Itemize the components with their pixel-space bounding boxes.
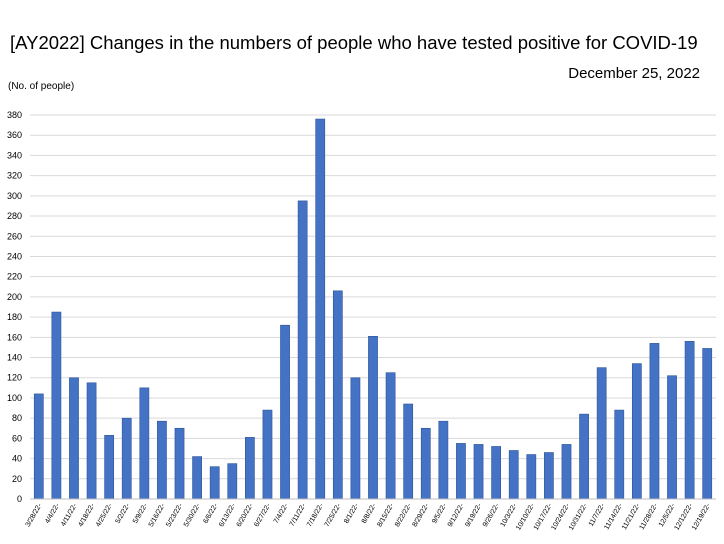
y-tick-label: 60 — [12, 433, 22, 443]
y-tick-label: 20 — [12, 474, 22, 484]
x-axis-ticks: 3/28/22- 4/4/22-4/11/22-4/18/22-4/25/22- 5… — [25, 502, 713, 532]
bar — [192, 456, 202, 500]
x-tick-label: 12/5/22- — [658, 502, 677, 528]
bar — [51, 311, 62, 500]
bar — [702, 348, 713, 500]
bar — [526, 454, 537, 500]
x-tick-label: 9/5/22- — [431, 502, 448, 525]
bar — [403, 403, 414, 500]
x-tick-label: 10/3/22- — [500, 502, 519, 528]
x-tick-label: 9/12/22- — [447, 502, 466, 528]
bar — [596, 367, 607, 500]
y-tick-label: 180 — [7, 312, 22, 322]
bar — [157, 420, 167, 500]
bar — [104, 435, 115, 500]
y-tick-label: 80 — [12, 413, 22, 423]
x-tick-label: 11/28/22- — [639, 502, 660, 531]
chart-title: [AY2022] Changes in the numbers of peopl… — [10, 32, 698, 53]
bar — [297, 200, 308, 500]
x-tick-label: 4/11/22- — [60, 502, 79, 528]
bar — [350, 377, 361, 500]
bar — [385, 372, 396, 500]
bar — [438, 420, 449, 500]
y-tick-label: 100 — [7, 393, 22, 403]
bar — [86, 382, 97, 500]
bar — [121, 417, 132, 500]
x-tick-label: 9/19/22- — [464, 502, 483, 528]
x-tick-label: 8/29/22- — [412, 502, 431, 528]
x-tick-label: 8/15/22- — [376, 502, 395, 528]
bar — [368, 336, 378, 500]
bar — [667, 375, 677, 500]
y-tick-label: 240 — [7, 251, 22, 261]
x-tick-label: 5/23/22- — [165, 502, 184, 528]
bar — [491, 446, 502, 500]
bar — [280, 324, 290, 500]
x-tick-label: 5/16/22- — [148, 502, 167, 528]
y-tick-label: 120 — [7, 373, 22, 383]
x-tick-label: 8/8/22- — [361, 502, 378, 525]
bar — [209, 466, 220, 500]
x-tick-label: 5/9/22- — [132, 502, 149, 525]
bar — [561, 444, 572, 500]
bar — [174, 427, 185, 500]
bar — [614, 409, 625, 500]
x-tick-label: 8/22/22- — [394, 502, 413, 528]
x-tick-label: 6/6/22- — [202, 502, 219, 525]
x-tick-label: 5/2/22- — [115, 502, 132, 525]
x-tick-label: 3/28/22- — [25, 502, 44, 528]
x-tick-label: 10/31/22- — [568, 502, 589, 532]
x-tick-label: 6/20/22- — [236, 502, 255, 528]
x-tick-label: 7/11/22- — [289, 502, 308, 528]
y-tick-label: 260 — [7, 231, 22, 241]
bar — [649, 343, 660, 500]
y-tick-label: 220 — [7, 272, 22, 282]
x-tick-label: 12/19/22- — [691, 502, 712, 532]
bar — [262, 409, 273, 500]
bar — [684, 341, 695, 500]
x-tick-label: 5/30/22- — [183, 502, 202, 528]
x-tick-label: 4/25/22- — [95, 502, 114, 528]
x-tick-label: 8/1/22- — [343, 502, 360, 525]
bar — [332, 290, 343, 500]
y-tick-label: 0 — [17, 494, 22, 504]
x-tick-label: 11/7/22- — [588, 502, 607, 528]
x-tick-label: 6/13/22- — [218, 502, 237, 528]
bar — [473, 444, 484, 500]
x-tick-label: 7/18/22- — [306, 502, 325, 528]
y-axis-label: (No. of people) — [8, 81, 74, 92]
bar — [227, 463, 238, 500]
y-tick-label: 200 — [7, 292, 22, 302]
bar — [69, 377, 79, 500]
y-tick-label: 380 — [7, 110, 22, 120]
y-tick-label: 360 — [7, 130, 22, 140]
x-tick-label: 7/4/22- — [273, 502, 290, 525]
bar — [579, 413, 589, 500]
y-tick-label: 40 — [12, 454, 22, 464]
bar — [244, 437, 255, 500]
bar — [315, 118, 326, 500]
y-tick-label: 340 — [7, 150, 22, 160]
y-axis-ticks: 0 20 40 60 80 100 120 140 160 180 200 220 240 260 280 3… — [7, 110, 22, 504]
x-tick-label: 9/26/22- — [482, 502, 501, 528]
x-tick-label: 6/27/22- — [253, 502, 272, 528]
bar — [544, 452, 554, 500]
y-tick-label: 300 — [7, 191, 22, 201]
bar — [33, 393, 44, 500]
bar — [420, 427, 431, 500]
x-tick-label: 7/25/22- — [324, 502, 343, 528]
bars — [33, 118, 713, 500]
x-tick-label: 4/18/22- — [77, 502, 96, 528]
bar — [631, 363, 642, 500]
bar — [456, 443, 466, 500]
y-tick-label: 280 — [7, 211, 22, 221]
report-date: December 25, 2022 — [568, 65, 700, 82]
bar — [508, 450, 519, 500]
bar — [139, 387, 150, 500]
y-tick-label: 140 — [7, 353, 22, 363]
y-tick-label: 160 — [7, 332, 22, 342]
y-tick-label: 320 — [7, 171, 22, 181]
x-tick-label: 4/4/22- — [44, 502, 61, 525]
